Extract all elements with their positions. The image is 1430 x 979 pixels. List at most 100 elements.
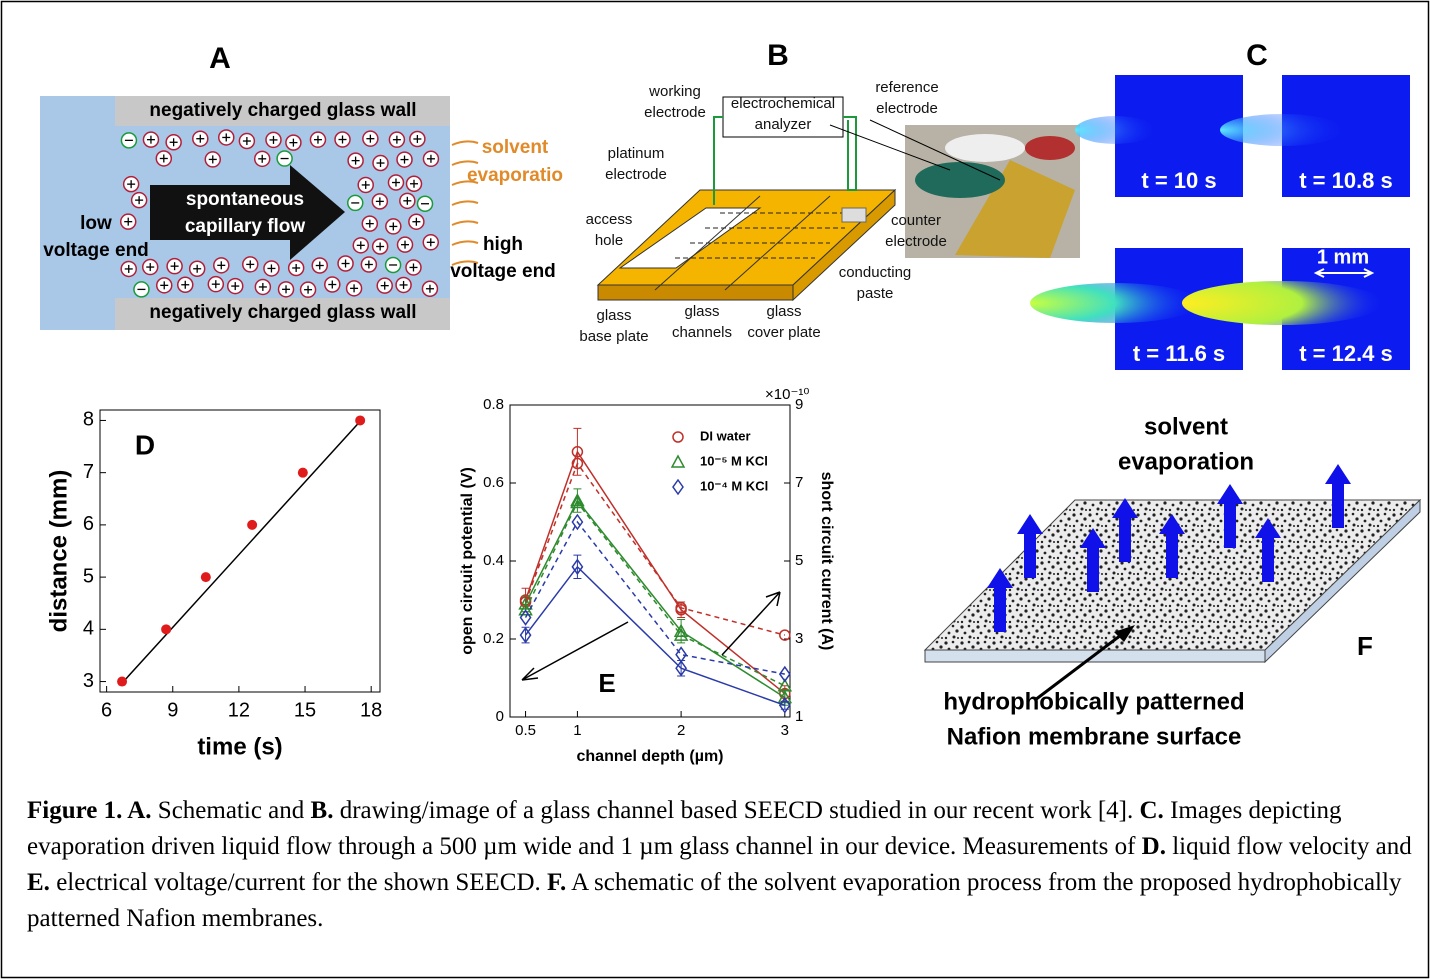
b-label: channels	[672, 324, 732, 341]
caption: Figure 1. A. Schematic and B. drawing/im…	[27, 793, 1417, 937]
x-tick-label: 0.5	[515, 722, 536, 739]
point	[117, 677, 127, 687]
panel-label: E	[598, 668, 615, 698]
f-label: solvent	[1144, 413, 1228, 440]
evaporation-arrow	[452, 221, 478, 225]
y-axis-label: open circuit potential (V)	[459, 467, 476, 655]
y-tick-label: 3	[83, 670, 94, 692]
x-tick-label: 15	[294, 699, 316, 721]
plume	[1182, 281, 1382, 325]
y-tick-label: 0.8	[483, 396, 504, 413]
x-tick-label: 9	[167, 699, 178, 721]
y2-axis-label: short circuit current (A)	[818, 472, 835, 651]
point	[355, 415, 365, 425]
y-axis-label: distance (mm)	[45, 470, 72, 633]
annotation-arrow	[722, 592, 780, 655]
legend-label: 10⁻⁴ M KCl	[700, 478, 768, 493]
evaporation-arrow	[452, 141, 478, 145]
end-label: low	[80, 213, 112, 234]
b-label: glass	[766, 303, 801, 320]
caption-bold: Figure 1. A.	[27, 797, 152, 824]
caption-text: Schematic and	[158, 797, 304, 824]
f-label: Nafion membrane surface	[947, 723, 1242, 750]
x-axis-label: channel depth (µm)	[577, 748, 724, 765]
y-tick-label: 7	[83, 461, 94, 483]
series-line	[526, 567, 785, 705]
point	[298, 468, 308, 478]
b-label: electrode	[876, 100, 938, 117]
x-tick-label: 6	[101, 699, 112, 721]
y2-tick-label: 1	[795, 708, 803, 725]
y2-tick-label: 5	[795, 552, 803, 569]
b-label: electrode	[644, 104, 706, 121]
b-label: analyzer	[755, 116, 812, 133]
series-line	[526, 501, 785, 698]
b-label: reference	[875, 79, 938, 96]
y-tick-label: 0	[496, 708, 504, 725]
caption-text: drawing/image of a glass channel based S…	[340, 797, 1134, 824]
legend-label: 10⁻⁵ M KCl	[700, 453, 768, 468]
y2-tick-label: 3	[795, 630, 803, 647]
caption-bold: C.	[1140, 797, 1164, 824]
legend-marker	[673, 432, 683, 442]
point	[201, 572, 211, 582]
y-tick-label: 0.4	[483, 552, 504, 569]
y-tick-label: 5	[83, 565, 94, 587]
plume	[1220, 114, 1344, 146]
f-label: evaporation	[1118, 448, 1254, 475]
evaporation-arrow	[452, 201, 478, 205]
b-label: base plate	[579, 328, 648, 345]
evaporation-label: evaporatio	[467, 165, 563, 186]
b-label: paste	[857, 285, 894, 302]
frame-label: t = 10 s	[1141, 168, 1216, 193]
photo-clip	[1025, 136, 1075, 160]
y-tick-label: 8	[83, 409, 94, 431]
chart-d: 69121518345678Dtime (s)distance (mm)	[45, 409, 382, 761]
plume	[1075, 116, 1155, 144]
f-label: hydrophobically patterned	[943, 688, 1244, 715]
b-label: electrochemical	[731, 95, 835, 112]
y-tick-label: 6	[83, 513, 94, 535]
end-label: voltage end	[43, 240, 149, 261]
frame-label: t = 11.6 s	[1133, 341, 1225, 366]
panel-label: B	[767, 39, 789, 72]
photo-clip	[915, 162, 1005, 198]
x-tick-label: 12	[228, 699, 250, 721]
photo-clip	[945, 134, 1025, 162]
b-label: electrode	[605, 166, 667, 183]
frame-label: t = 12.4 s	[1299, 341, 1393, 366]
x-tick-label: 2	[677, 722, 685, 739]
panel-label: A	[209, 42, 231, 75]
frame-label: t = 10.8 s	[1299, 168, 1393, 193]
panel-label: F	[1357, 631, 1373, 661]
b-label: electrode	[885, 233, 947, 250]
caption-text: electrical voltage/current for the shown…	[56, 869, 541, 896]
panel-f: solvent evaporation hydrophobically patter…	[925, 413, 1420, 750]
legend-label: DI water	[700, 428, 751, 443]
wall-label: negatively charged glass wall	[149, 100, 416, 121]
point	[247, 520, 257, 530]
evaporation-arrow	[452, 241, 478, 245]
caption-bold: D.	[1142, 833, 1166, 860]
caption-text: liquid flow velocity and	[1172, 833, 1412, 860]
end-label: voltage end	[450, 261, 556, 282]
b-label: access	[586, 211, 633, 228]
caption-bold: E.	[27, 869, 50, 896]
b-label: glass	[596, 307, 631, 324]
flow-label: spontaneous	[186, 189, 304, 210]
y2-exponent: ×10⁻¹⁰	[765, 386, 809, 403]
b-label: glass	[684, 303, 719, 320]
x-axis-label: time (s)	[197, 733, 282, 760]
y2-tick-label: 7	[795, 474, 803, 491]
x-tick-label: 1	[573, 722, 581, 739]
b-label: working	[648, 83, 701, 100]
evaporation-label: solvent	[482, 137, 549, 158]
base-plate-side	[598, 285, 793, 300]
b-label: conducting	[839, 264, 912, 281]
point	[161, 624, 171, 634]
fit-line	[122, 419, 362, 683]
scale-label: 1 mm	[1317, 246, 1369, 268]
